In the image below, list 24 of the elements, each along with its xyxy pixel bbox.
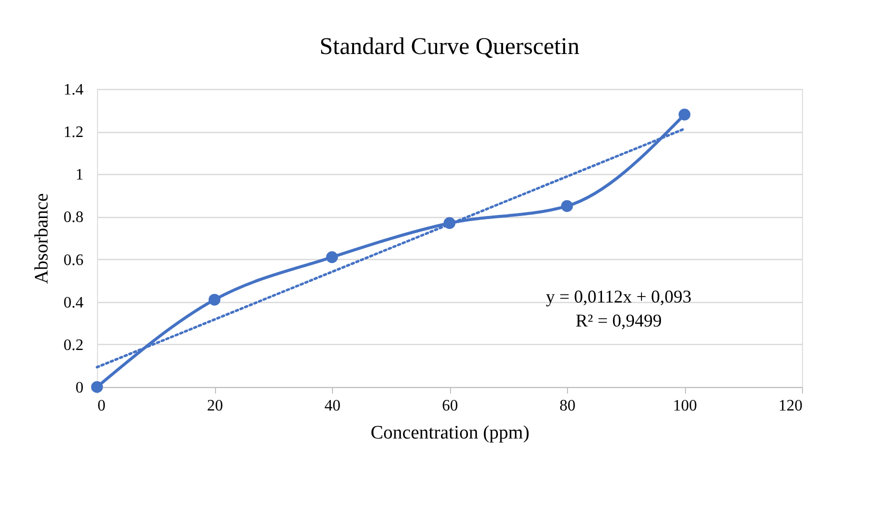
x-tick-label: 100 bbox=[673, 398, 697, 414]
y-tick-label: 1.2 bbox=[64, 124, 84, 142]
annotation: y = 0,0112x + 0,093 bbox=[546, 286, 692, 307]
y-axis-title: Absorbance bbox=[32, 193, 52, 284]
y-tick-label: 0 bbox=[76, 380, 84, 396]
y-tick-label: 0.8 bbox=[64, 209, 84, 226]
y-tick-label: 0.6 bbox=[64, 252, 84, 269]
y-tick-label: 1 bbox=[76, 166, 84, 184]
x-tick-label: 40 bbox=[324, 398, 340, 414]
y-tick-label: 1.4 bbox=[64, 82, 84, 98]
x-tick-label: 0 bbox=[98, 398, 106, 414]
point bbox=[208, 294, 220, 306]
point bbox=[678, 108, 690, 120]
x-axis-title: Concentration (ppm) bbox=[370, 422, 530, 444]
point bbox=[326, 251, 338, 264]
x-tick-label: 120 bbox=[778, 398, 802, 414]
x-tick-label: 20 bbox=[207, 398, 223, 414]
x-tick-label: 80 bbox=[560, 398, 576, 414]
x-tick-label: 60 bbox=[442, 398, 458, 414]
chart-title: Standard Curve Querscetin bbox=[320, 34, 580, 60]
y-tick-label: 0.2 bbox=[64, 336, 84, 354]
point bbox=[561, 200, 573, 212]
y-tick-label: 0.4 bbox=[64, 294, 84, 312]
annotation: R² = 0,9499 bbox=[576, 310, 662, 331]
